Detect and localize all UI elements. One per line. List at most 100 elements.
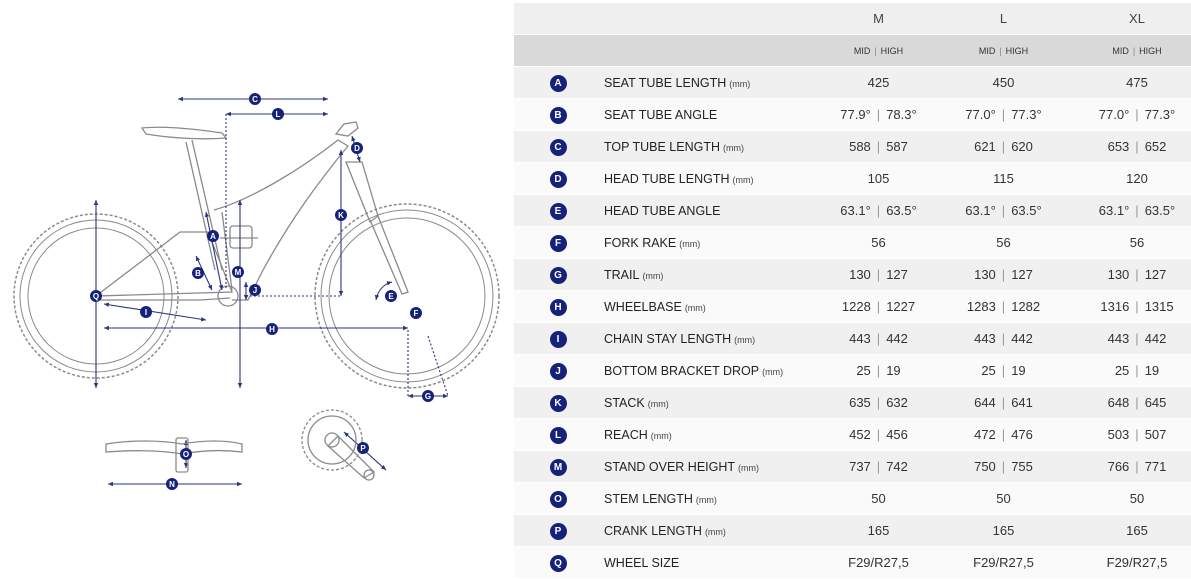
marker-letter: F: [414, 309, 419, 318]
value-cell: 1228 | 1227: [816, 290, 941, 323]
measurement-unit: (mm): [732, 174, 754, 185]
value: 450: [992, 75, 1015, 90]
measurement-letter-badge: B: [549, 106, 567, 124]
value-cell: 63.1° | 63.5°: [1066, 194, 1191, 227]
marker-letter: Q: [93, 292, 99, 301]
separator: |: [1001, 363, 1006, 378]
marker-letter: B: [195, 269, 201, 278]
position-header-row: MID | HIGH MID | HIGH MID | HIGH: [514, 34, 1191, 67]
badge-cell: P: [514, 514, 604, 547]
measurement-label: STAND OVER HEIGHT: [604, 459, 736, 474]
value: F29/R27,5: [848, 555, 909, 570]
marker-letter: E: [388, 292, 394, 301]
measurement-label-cell: HEAD TUBE LENGTH (mm): [604, 162, 816, 195]
value-cell: 425: [816, 66, 941, 99]
size-header: M: [816, 3, 941, 35]
measurement-unit: (mm): [650, 430, 672, 441]
value: 56: [996, 235, 1011, 250]
value: 56: [1129, 235, 1145, 250]
value-high: 742: [886, 459, 908, 474]
measurement-unit: (mm): [734, 334, 756, 345]
value-cell: 635 | 632: [816, 386, 941, 419]
diagram-marker-n: N: [166, 478, 178, 490]
position-high-label: HIGH: [1005, 45, 1029, 56]
separator: |: [876, 331, 881, 346]
value-cell: 1283 | 1282: [941, 290, 1066, 323]
diagram-marker-h: H: [266, 323, 278, 335]
badge-cell: J: [514, 354, 604, 387]
marker-letter: I: [145, 308, 147, 317]
value-mid: 452: [849, 427, 871, 442]
value-cell: 165: [1066, 514, 1191, 547]
diagram-markers: A B C D E F G H I J K L M N O P Q: [90, 93, 434, 490]
value-mid: 25: [1114, 363, 1130, 378]
geometry-row: O STEM LENGTH (mm) 50 50 50: [514, 482, 1191, 515]
value-mid: 750: [974, 459, 996, 474]
value-cell: 63.1° | 63.5°: [816, 194, 941, 227]
marker-letter: G: [425, 392, 431, 401]
value-high: 442: [886, 331, 908, 346]
value-cell: 165: [941, 514, 1066, 547]
measurement-unit: (mm): [723, 142, 745, 153]
value-mid: 130: [974, 267, 996, 282]
measurement-label-cell: STACK (mm): [604, 386, 816, 419]
value-cell: 63.1° | 63.5°: [941, 194, 1066, 227]
value-high: 19: [1144, 363, 1160, 378]
value-mid: 25: [981, 363, 996, 378]
handlebar: [105, 437, 243, 473]
badge-cell: G: [514, 258, 604, 291]
value-mid: 63.1°: [965, 203, 996, 218]
marker-circle: [207, 230, 219, 242]
value-high: 127: [1144, 267, 1167, 282]
value-cell: 25 | 19: [1066, 354, 1191, 387]
measurement-label: REACH: [604, 427, 648, 442]
value-cell: 443 | 442: [941, 322, 1066, 355]
position-high-label: HIGH: [1139, 45, 1162, 56]
position-mid-label: MID: [853, 45, 871, 56]
value-cell: 766 | 771: [1066, 450, 1191, 483]
marker-circle: [357, 442, 369, 454]
measurement-letter-badge: E: [549, 202, 567, 220]
value-cell: 130 | 127: [1066, 258, 1191, 291]
value-high: 63.5°: [1011, 203, 1042, 218]
measurement-letter-badge: Q: [549, 554, 567, 572]
geometry-row: Q WHEEL SIZE F29/R27,5 F29/R27,5 F29/R27,5: [514, 546, 1191, 579]
value-mid: 77.0°: [965, 107, 996, 122]
separator: |: [1135, 427, 1139, 442]
value: F29/R27,5: [1106, 555, 1168, 570]
value-mid: 77.9°: [840, 107, 871, 122]
value-cell: 77.0° | 77.3°: [941, 98, 1066, 131]
value-cell: 56: [816, 226, 941, 259]
badge-cell: A: [514, 66, 604, 99]
value-cell: 621 | 620: [941, 130, 1066, 163]
marker-letter: K: [338, 211, 344, 220]
value-high: 442: [1011, 331, 1033, 346]
value-mid: 443: [974, 331, 996, 346]
diagram-marker-c: C: [249, 93, 261, 105]
value-cell: 503 | 507: [1066, 418, 1191, 451]
value-mid: 621: [974, 139, 996, 154]
diagram-marker-d: D: [351, 142, 363, 154]
value-mid: 588: [849, 139, 871, 154]
value-cell: 588 | 587: [816, 130, 941, 163]
value-high: 771: [1144, 459, 1167, 474]
measurement-label: HEAD TUBE LENGTH: [604, 171, 730, 186]
geometry-row: F FORK RAKE (mm) 56 56 56: [514, 226, 1191, 259]
marker-letter: J: [253, 286, 257, 295]
measurement-label-cell: STAND OVER HEIGHT (mm): [604, 450, 816, 483]
value: 165: [992, 523, 1015, 538]
value-high: 1227: [886, 299, 916, 314]
value-high: 652: [1144, 139, 1167, 154]
diagram-marker-l: L: [272, 108, 284, 120]
diagram-marker-j: J: [249, 284, 261, 296]
diagram-marker-k: K: [335, 209, 347, 221]
measurement-label-cell: STEM LENGTH (mm): [604, 482, 816, 515]
value-high: 19: [886, 363, 901, 378]
marker-letter: L: [276, 110, 281, 119]
value: 56: [871, 235, 886, 250]
position-high-label: HIGH: [880, 45, 904, 56]
marker-circle: [90, 290, 102, 302]
value-cell: 475: [1066, 66, 1191, 99]
value-high: 77.3°: [1144, 107, 1176, 122]
value-mid: 63.1°: [840, 203, 871, 218]
